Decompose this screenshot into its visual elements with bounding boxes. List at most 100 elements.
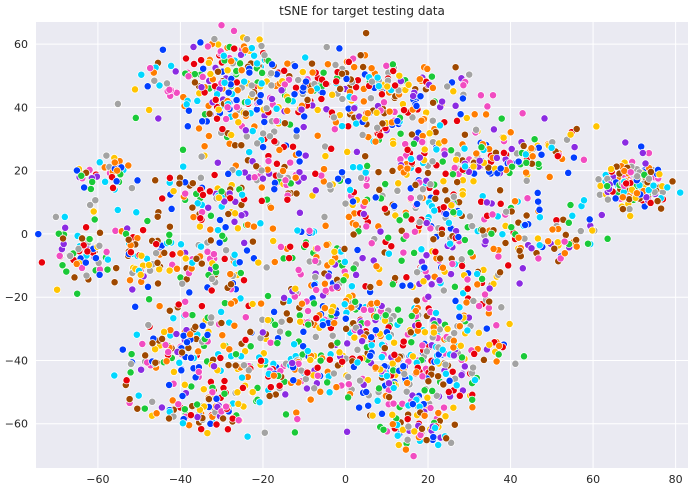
x-tick-label: 0	[342, 473, 349, 486]
scatter-point	[165, 266, 174, 275]
scatter-point	[440, 403, 448, 412]
scatter-point	[560, 249, 569, 258]
scatter-point	[320, 279, 329, 288]
scatter-point	[440, 150, 449, 159]
scatter-point	[78, 234, 87, 243]
scatter-point	[413, 200, 422, 208]
scatter-point	[655, 170, 664, 179]
scatter-point	[646, 167, 655, 176]
scatter-point	[144, 321, 153, 329]
scatter-point	[288, 359, 297, 368]
scatter-point	[220, 389, 229, 398]
scatter-point	[329, 113, 338, 122]
scatter-point	[482, 198, 491, 207]
scatter-point	[460, 130, 469, 139]
scatter-point	[282, 309, 291, 318]
scatter-point	[393, 117, 402, 126]
scatter-point	[231, 111, 240, 120]
scatter-point	[422, 219, 431, 227]
scatter-point	[439, 203, 448, 212]
scatter-point	[199, 190, 207, 199]
scatter-point	[372, 108, 381, 117]
scatter-point	[233, 224, 242, 233]
scatter-point	[481, 290, 489, 299]
scatter-point	[66, 251, 75, 260]
scatter-point	[431, 194, 440, 203]
scatter-point	[198, 321, 207, 330]
scatter-point	[451, 63, 460, 72]
x-tick-label: 60	[586, 473, 600, 486]
scatter-point	[489, 91, 497, 100]
scatter-point	[569, 153, 578, 162]
scatter-point	[290, 90, 299, 99]
scatter-point	[625, 205, 634, 214]
scatter-point	[188, 179, 197, 188]
scatter-point	[325, 388, 334, 397]
scatter-point	[381, 311, 390, 320]
scatter-point	[447, 146, 456, 155]
scatter-point	[216, 354, 225, 362]
scatter-point	[547, 143, 556, 152]
scatter-point	[286, 242, 295, 251]
scatter-point	[197, 242, 205, 251]
scatter-point	[257, 356, 266, 365]
scatter-point	[373, 298, 382, 307]
scatter-point	[330, 247, 339, 256]
scatter-point	[457, 371, 466, 380]
scatter-point	[475, 156, 484, 165]
scatter-point	[508, 162, 517, 171]
scatter-point	[568, 211, 577, 220]
scatter-point	[439, 177, 448, 186]
scatter-point	[458, 190, 467, 199]
scatter-point	[474, 328, 483, 337]
scatter-point	[395, 71, 404, 80]
scatter-point	[331, 60, 340, 69]
scatter-point	[270, 258, 279, 266]
scatter-point	[224, 361, 233, 370]
scatter-point	[197, 152, 206, 161]
tick-labels: −60 −40 −20 0 20 40 60 80 −60 −40 −20 0 20 40 60	[5, 38, 683, 486]
scatter-point	[214, 67, 222, 76]
scatter-point	[136, 270, 145, 279]
scatter-point	[257, 42, 266, 50]
scatter-point	[357, 173, 366, 182]
scatter-point	[463, 326, 472, 335]
scatter-point	[351, 297, 360, 306]
scatter-point	[127, 350, 136, 359]
scatter-point	[338, 168, 346, 177]
scatter-point	[90, 215, 99, 224]
scatter-point	[155, 302, 164, 311]
scatter-point	[653, 197, 662, 206]
scatter-point	[611, 194, 620, 203]
scatter-point	[153, 258, 162, 267]
scatter-point	[118, 345, 127, 354]
scatter-point	[418, 372, 427, 381]
scatter-point	[492, 153, 501, 162]
scatter-point	[219, 51, 228, 60]
scatter-point	[73, 289, 82, 298]
scatter-point	[158, 334, 167, 343]
scatter-point	[103, 265, 112, 274]
scatter-point	[178, 348, 186, 357]
scatter-point	[388, 280, 397, 289]
scatter-point	[409, 139, 418, 148]
scatter-point	[211, 262, 220, 271]
scatter-point	[124, 235, 133, 244]
scatter-point	[152, 409, 161, 418]
scatter-point	[272, 159, 281, 168]
scatter-point	[179, 162, 188, 171]
scatter-point	[379, 425, 388, 434]
scatter-point	[207, 313, 216, 322]
scatter-point	[452, 155, 461, 164]
scatter-point	[102, 151, 111, 160]
scatter-point	[132, 330, 141, 339]
scatter-point	[450, 282, 459, 291]
scatter-point	[607, 165, 616, 174]
scatter-point	[168, 396, 177, 405]
scatter-point	[340, 300, 349, 309]
scatter-point	[453, 116, 461, 125]
scatter-point	[335, 348, 344, 357]
scatter-point	[501, 239, 510, 247]
scatter-point	[181, 310, 190, 319]
scatter-point	[641, 159, 650, 168]
